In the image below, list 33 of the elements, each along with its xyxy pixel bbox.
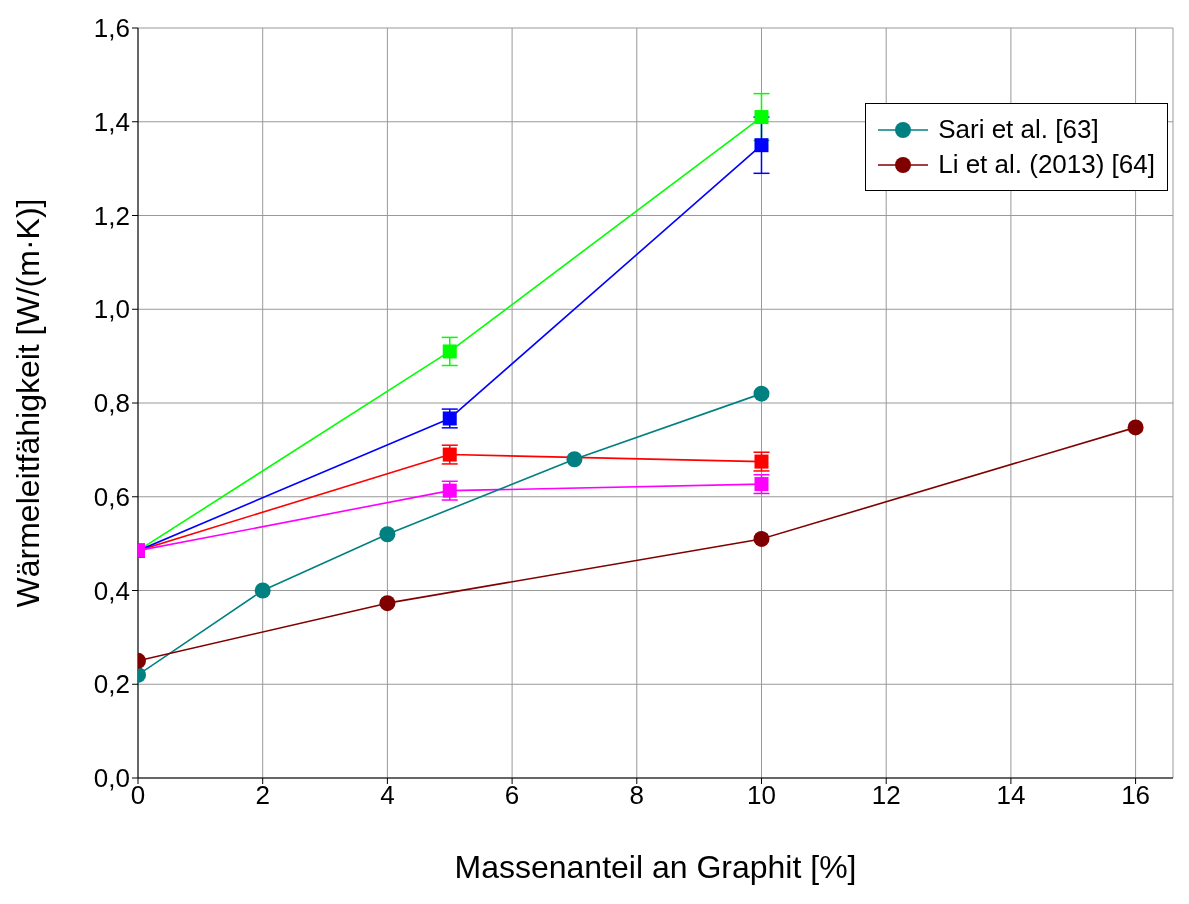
point	[566, 451, 583, 468]
legend-label: Li et al. (2013) [64]	[938, 149, 1155, 180]
y-tick-label: 1,0	[93, 294, 130, 325]
x-tick-label: 6	[504, 780, 520, 811]
y-tick-label: 1,4	[93, 106, 130, 137]
x-tick-label: 2	[255, 780, 270, 811]
y-tick-label: 0,4	[93, 575, 130, 606]
legend-label: Sari et al. [63]	[938, 114, 1099, 145]
x-tick-label: 14	[996, 780, 1026, 811]
point	[379, 595, 396, 612]
y-tick-label: 1,6	[93, 13, 130, 44]
y-tick-label: 0,6	[93, 481, 130, 512]
x-tick-label: 10	[747, 780, 776, 811]
y-tick-label: 0,2	[93, 669, 130, 700]
x-axis-title: Massenanteil an Graphit [%]	[454, 849, 857, 885]
y-tick-label: 1,2	[93, 200, 130, 231]
x-tick-label: 16	[1121, 780, 1151, 811]
point	[754, 138, 769, 153]
point	[442, 344, 457, 359]
point	[754, 110, 769, 125]
x-tick-label: 4	[380, 780, 395, 811]
point	[753, 530, 770, 547]
y-tick-label: 0,0	[93, 763, 130, 794]
x-tick-label: 12	[871, 780, 901, 811]
x-tick-label: 0	[130, 780, 146, 811]
point	[254, 582, 271, 599]
y-tick-label: 0,8	[93, 388, 130, 419]
point	[1127, 419, 1144, 436]
y-axis-title: Wärmeleitfähigkeit [W/(m·K)]	[10, 198, 47, 608]
x-tick-label: 8	[629, 780, 645, 811]
point	[754, 477, 769, 492]
point	[379, 526, 396, 543]
point	[753, 385, 770, 402]
